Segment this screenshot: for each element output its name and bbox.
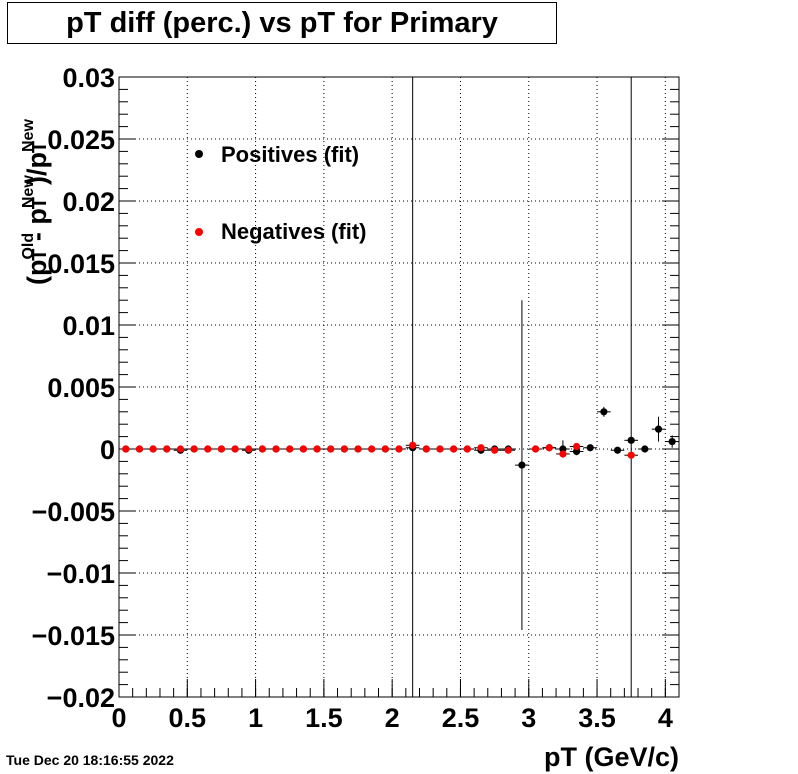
negatives-point: [258, 445, 267, 453]
positives-point: [600, 408, 608, 416]
negatives-point: [422, 445, 430, 453]
y-tick-labels: −0.02 −0.015 −0.01 −0.005 0 0.005 0.01 0.015 0.0…: [32, 63, 115, 713]
negatives-point: [245, 445, 253, 453]
y-tick-label: −0.005: [32, 497, 115, 527]
negatives-point: [477, 444, 485, 452]
x-tick-label: 2: [385, 703, 400, 733]
negatives-point: [217, 445, 226, 453]
x-tick-label: 0: [111, 703, 126, 733]
x-tick-label: 0.5: [169, 703, 207, 733]
y-tick-label: 0.01: [62, 311, 115, 341]
y-tick-label: 0.03: [62, 63, 115, 93]
legend-label-negatives: Negatives (fit): [221, 219, 366, 244]
negatives-point: [190, 445, 198, 453]
legend-label-positives: Positives (fit): [221, 142, 359, 167]
negatives-point: [491, 446, 499, 454]
data-points: [119, 77, 679, 697]
positives-point: [654, 425, 663, 433]
negatives-point: [272, 445, 280, 453]
negatives-point: [313, 445, 321, 453]
legend: Positives (fit) Negatives (fit): [195, 142, 366, 244]
negatives-point: [354, 445, 362, 453]
y-tick-label: 0.005: [47, 373, 115, 403]
negatives-point: [409, 441, 417, 449]
negatives-point: [627, 451, 635, 459]
negatives-point: [286, 445, 294, 453]
plot-frame: [118, 76, 680, 698]
negatives-point: [436, 445, 444, 453]
y-tick-label: −0.02: [47, 683, 115, 713]
y-tick-label: 0: [100, 435, 115, 465]
negatives-point: [395, 445, 403, 453]
negatives-point: [149, 445, 157, 453]
negatives-point: [163, 445, 171, 453]
x-tick-label: 4: [658, 703, 673, 733]
negatives-point: [572, 442, 581, 451]
y-axis-label-text: (pOldT - pNewT)/pNewT: [20, 119, 52, 285]
negatives-point: [368, 445, 376, 453]
grid-lines: [119, 77, 679, 697]
negatives-point: [176, 445, 185, 453]
negatives-point: [122, 445, 130, 453]
negatives-point: [299, 445, 307, 453]
negatives-point: [545, 444, 553, 452]
positives-point: [668, 437, 676, 446]
y-tick-label: −0.015: [32, 621, 115, 651]
positives-point: [586, 444, 594, 452]
y-tick-label: −0.01: [47, 559, 115, 589]
legend-marker-positives: [195, 150, 203, 158]
negatives-point: [450, 445, 458, 453]
negatives-point: [463, 445, 471, 453]
negatives-point: [231, 445, 239, 453]
negatives-point: [204, 445, 212, 453]
x-tick-label: 1.5: [305, 703, 343, 733]
positives-point: [627, 436, 635, 444]
x-tick-label: 3.5: [578, 703, 616, 733]
positives-point: [518, 461, 526, 469]
x-tick-labels: 0 0.5 1 1.5 2 2.5 3 3.5 4: [111, 703, 672, 733]
negatives-point: [381, 445, 389, 453]
negatives-point: [327, 445, 335, 453]
positives-point: [613, 446, 622, 454]
negatives-point: [559, 450, 567, 458]
x-axis-label: pT (GeV/c): [544, 742, 679, 772]
y-tick-label: 0.02: [62, 187, 115, 217]
x-tick-label: 2.5: [442, 703, 480, 733]
y-tick-label: 0.025: [47, 125, 115, 155]
timestamp: Tue Dec 20 18:16:55 2022: [6, 752, 174, 768]
legend-marker-negatives: [195, 228, 203, 236]
positives-point: [559, 445, 567, 453]
x-tick-label: 3: [521, 703, 536, 733]
chart-title: pT diff (perc.) vs pT for Primary: [7, 2, 557, 44]
negatives-point: [504, 446, 512, 454]
x-tick-label: 1: [248, 703, 263, 733]
negatives-point: [340, 445, 348, 453]
negatives-point: [135, 445, 144, 453]
negatives-point: [531, 445, 540, 453]
positives-point: [572, 447, 581, 456]
positives-point: [641, 445, 649, 453]
y-axis-label: (pOldT - pNewT)/pNewT: [20, 119, 52, 285]
y-tick-label: 0.015: [47, 249, 115, 279]
